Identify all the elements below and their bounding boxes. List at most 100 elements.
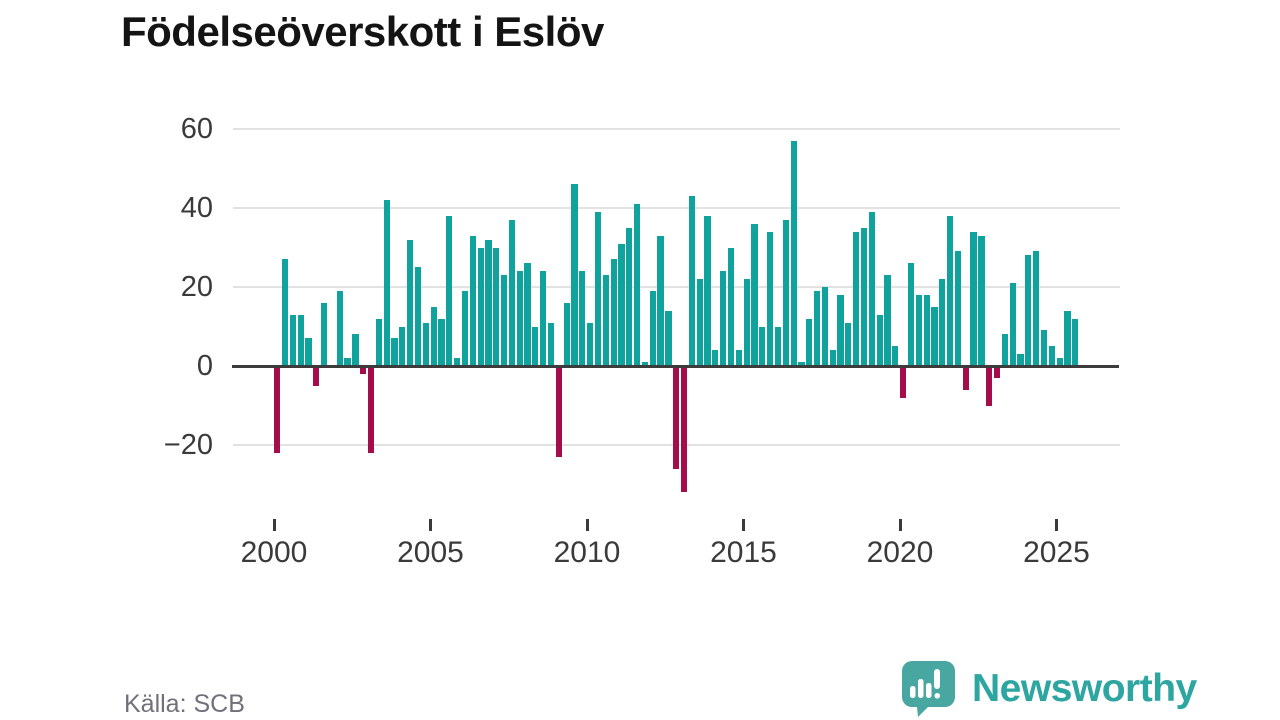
y-axis-label: 40: [180, 192, 213, 224]
bar: [587, 322, 594, 367]
bar: [367, 366, 375, 453]
bar: [767, 231, 774, 366]
bar: [649, 290, 656, 366]
bar: [485, 239, 492, 366]
bar: [532, 326, 539, 366]
gridline: [233, 286, 1120, 288]
y-axis-label: 0: [196, 350, 213, 382]
x-axis-label: 2025: [1023, 536, 1090, 569]
bar: [493, 247, 500, 366]
bar: [970, 231, 977, 366]
x-axis-tick: [742, 519, 745, 531]
bar: [547, 322, 555, 367]
bar: [751, 223, 758, 366]
bar: [813, 290, 821, 366]
bar: [798, 362, 805, 367]
bar: [727, 247, 735, 366]
newsworthy-logo: Newsworthy: [901, 660, 1197, 718]
bar: [540, 271, 547, 366]
bar: [634, 204, 641, 366]
bar: [641, 362, 649, 367]
bar: [579, 271, 586, 366]
x-axis-label: 2020: [866, 536, 934, 569]
bar: [500, 275, 508, 366]
bar: [759, 326, 766, 366]
bar: [430, 306, 437, 367]
bar: [1009, 283, 1016, 367]
bar: [680, 366, 688, 493]
bar: [336, 290, 343, 366]
y-axis-label: 60: [180, 113, 213, 145]
bar: [939, 279, 946, 366]
bar: [375, 318, 382, 366]
bar: [986, 366, 993, 406]
bar: [782, 219, 789, 366]
bar: [360, 366, 367, 374]
bar: [274, 366, 281, 453]
bar: [688, 196, 695, 366]
bar: [610, 259, 617, 367]
bar: [477, 247, 484, 366]
bar: [626, 227, 633, 367]
bar: [555, 366, 562, 457]
bar: [868, 211, 875, 366]
bar: [1017, 354, 1024, 366]
bar: [461, 290, 469, 366]
bar: [469, 235, 476, 366]
x-axis-label: 2000: [240, 536, 308, 569]
bar: [853, 231, 860, 366]
x-axis-label: 2005: [397, 536, 464, 569]
bar: [571, 184, 578, 366]
bar: [915, 294, 922, 366]
bar: [618, 243, 625, 367]
bar: [821, 287, 829, 366]
bar: [806, 318, 813, 366]
bar: [1040, 330, 1048, 366]
bar: [594, 211, 602, 366]
bar: [735, 350, 742, 366]
bar: [665, 310, 672, 366]
x-axis-tick: [429, 519, 432, 531]
bar: [524, 263, 531, 366]
bar: [860, 227, 868, 367]
bar: [954, 251, 962, 366]
bar: [446, 215, 453, 366]
bar: [352, 334, 359, 366]
bar: [704, 215, 711, 366]
bar: [407, 239, 414, 366]
x-axis-tick: [898, 519, 902, 531]
bar: [1072, 318, 1079, 366]
bar: [845, 322, 852, 367]
x-axis-label: 2010: [553, 536, 621, 569]
bar: [1056, 358, 1063, 366]
bar: [563, 302, 570, 366]
bar: [383, 200, 390, 366]
newsworthy-icon: [902, 661, 955, 717]
x-axis-tick: [272, 519, 276, 531]
bar: [516, 271, 523, 366]
bar: [657, 235, 664, 366]
newsworthy-wordmark: Newsworthy: [972, 667, 1197, 710]
bar: [673, 366, 680, 469]
chart-title: Födelseöverskott i Eslöv: [121, 8, 604, 55]
bar: [1048, 346, 1055, 367]
x-axis-label: 2015: [710, 536, 777, 569]
y-axis-label: −20: [163, 429, 213, 461]
bar: [696, 279, 703, 366]
bar: [414, 267, 422, 367]
bar: [931, 306, 938, 367]
bar: [454, 358, 461, 366]
bar: [829, 350, 836, 366]
bar: [900, 366, 907, 398]
y-axis-label: 20: [180, 271, 213, 303]
bar: [907, 263, 915, 366]
bar: [1001, 334, 1008, 366]
bar: [720, 271, 727, 366]
bar: [1033, 251, 1040, 366]
bar: [508, 219, 516, 366]
bar: [602, 275, 609, 366]
bar: [876, 314, 883, 366]
bar: [320, 302, 328, 366]
